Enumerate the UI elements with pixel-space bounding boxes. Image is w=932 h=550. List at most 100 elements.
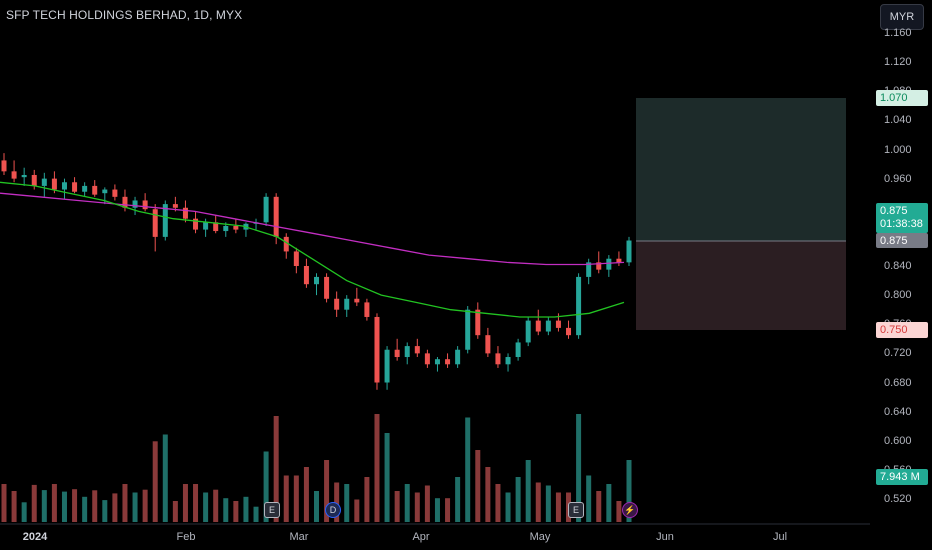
target-zone[interactable] xyxy=(636,98,846,241)
candle[interactable] xyxy=(616,258,622,263)
volume-bar xyxy=(394,491,400,522)
candle[interactable] xyxy=(162,204,168,237)
candle[interactable] xyxy=(596,262,602,270)
volume-bar xyxy=(283,475,289,522)
volume-bar xyxy=(41,490,47,522)
candle[interactable] xyxy=(535,320,541,332)
candle[interactable] xyxy=(283,236,289,252)
currency-button[interactable]: MYR xyxy=(880,4,924,30)
stop-zone[interactable] xyxy=(636,241,846,330)
volume-bar xyxy=(324,460,330,522)
time-tick-label: May xyxy=(529,531,551,543)
candle[interactable] xyxy=(576,276,582,336)
volume-bar xyxy=(303,467,309,522)
candle[interactable] xyxy=(92,185,98,195)
candle[interactable] xyxy=(51,178,57,190)
price-tick-label: 0.600 xyxy=(884,434,912,447)
candle[interactable] xyxy=(465,309,471,350)
price-tick-label: 1.120 xyxy=(884,56,912,69)
volume-bars xyxy=(1,414,632,522)
price-tick-label: 1.040 xyxy=(884,114,912,127)
volume-bar xyxy=(596,491,602,522)
candle[interactable] xyxy=(21,174,27,178)
candle[interactable] xyxy=(142,200,148,210)
candle[interactable] xyxy=(152,209,158,237)
earnings-marker[interactable]: E xyxy=(264,502,280,518)
candle[interactable] xyxy=(394,349,400,358)
volume-bar xyxy=(203,492,209,522)
volume-bar xyxy=(31,484,37,522)
candle[interactable] xyxy=(455,349,461,365)
candle[interactable] xyxy=(11,171,17,179)
candle[interactable] xyxy=(344,298,350,310)
volume-bar xyxy=(233,501,239,522)
volume-bar xyxy=(51,484,57,522)
candle[interactable] xyxy=(61,182,67,190)
candle[interactable] xyxy=(334,298,340,310)
candle[interactable] xyxy=(82,185,88,192)
candle[interactable] xyxy=(475,309,481,336)
volume-bar xyxy=(182,484,188,522)
candle[interactable] xyxy=(424,353,430,365)
candle[interactable] xyxy=(324,276,330,299)
candle[interactable] xyxy=(72,182,78,192)
current-price-label: 0.875 01:38:38 xyxy=(876,203,928,233)
volume-bar xyxy=(152,441,158,522)
candle[interactable] xyxy=(586,262,592,277)
candle[interactable] xyxy=(213,222,219,232)
stop-price-label: 0.750 xyxy=(876,322,928,338)
candle[interactable] xyxy=(545,320,551,332)
candle[interactable] xyxy=(445,359,451,365)
candle[interactable] xyxy=(102,189,108,194)
candle[interactable] xyxy=(505,357,511,365)
candle[interactable] xyxy=(41,178,47,186)
candle[interactable] xyxy=(485,335,491,354)
candle[interactable] xyxy=(193,218,199,230)
candle[interactable] xyxy=(31,174,37,186)
chart-title: SFP TECH HOLDINGS BERHAD, 1D, MYX xyxy=(6,8,243,22)
candle[interactable] xyxy=(515,342,521,358)
candle[interactable] xyxy=(566,327,572,336)
candle[interactable] xyxy=(626,240,632,263)
volume-bar xyxy=(112,493,118,522)
flash-event-icon[interactable]: ⚡ xyxy=(622,502,638,518)
candle[interactable] xyxy=(293,251,299,266)
volume-bar xyxy=(465,417,471,522)
candle[interactable] xyxy=(172,204,178,208)
fast-moving-average-line xyxy=(0,181,625,318)
volume-bar xyxy=(626,460,632,522)
candle[interactable] xyxy=(374,316,380,383)
candle[interactable] xyxy=(364,302,370,317)
candle[interactable] xyxy=(354,298,360,303)
candle[interactable] xyxy=(303,266,309,285)
candle[interactable] xyxy=(263,196,269,223)
earnings-marker-may[interactable]: E xyxy=(568,502,584,518)
candle[interactable] xyxy=(182,207,188,219)
volume-bar xyxy=(576,414,582,522)
candle[interactable] xyxy=(233,225,239,230)
candle[interactable] xyxy=(273,196,279,237)
volume-bar xyxy=(21,502,27,522)
candle[interactable] xyxy=(223,225,229,232)
candle[interactable] xyxy=(555,320,561,328)
candle[interactable] xyxy=(122,196,128,208)
candle[interactable] xyxy=(132,200,138,208)
candle[interactable] xyxy=(495,353,501,365)
bar-countdown: 01:38:38 xyxy=(880,218,923,230)
candle[interactable] xyxy=(606,258,612,270)
time-tick-label: Apr xyxy=(412,531,430,543)
candle[interactable] xyxy=(434,359,440,365)
candle[interactable] xyxy=(1,160,7,172)
candle[interactable] xyxy=(314,276,319,285)
candle[interactable] xyxy=(112,189,118,197)
candle[interactable] xyxy=(203,222,209,230)
candle[interactable] xyxy=(525,320,531,343)
candle[interactable] xyxy=(384,349,390,383)
candle[interactable] xyxy=(404,346,410,358)
dividend-marker[interactable]: D xyxy=(325,502,341,518)
volume-bar xyxy=(384,433,390,522)
candle[interactable] xyxy=(414,346,420,354)
volume-bar xyxy=(374,414,380,522)
volume-bar xyxy=(213,489,219,522)
